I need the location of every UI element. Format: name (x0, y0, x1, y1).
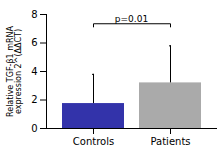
svg-text:Controls: Controls (73, 136, 114, 147)
svg-text:0: 0 (31, 123, 37, 134)
svg-text:6: 6 (31, 37, 37, 48)
svg-text:8: 8 (31, 9, 37, 20)
svg-text:Patients: Patients (150, 136, 190, 147)
svg-text:p=0.01: p=0.01 (115, 14, 148, 24)
svg-text:4: 4 (31, 66, 37, 77)
svg-text:2: 2 (31, 94, 37, 105)
svg-text:Relative TGF-β1 mRNAexpression: Relative TGF-β1 mRNAexpression 2^(ΔΔCT) (6, 26, 23, 117)
